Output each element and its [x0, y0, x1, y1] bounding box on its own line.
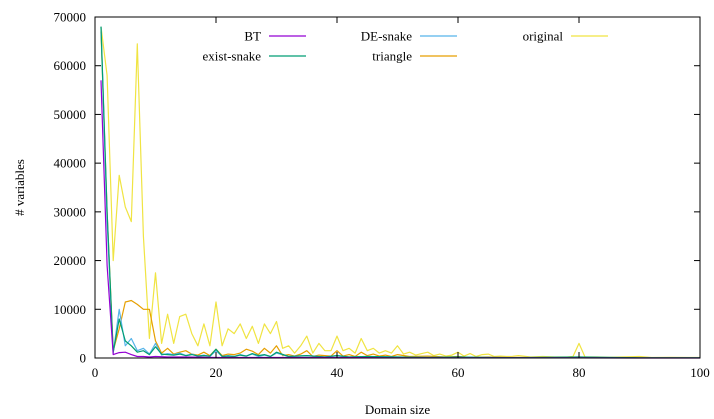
y-tick-label: 40000 — [54, 156, 87, 171]
series-line-triangle — [100, 31, 700, 359]
y-tick-label: 0 — [80, 351, 87, 366]
y-tick-label: 30000 — [54, 204, 87, 219]
y-tick-label: 50000 — [54, 107, 87, 122]
x-tick-label: 100 — [690, 365, 710, 380]
x-tick-label: 0 — [92, 365, 99, 380]
x-tick-label: 40 — [331, 365, 344, 380]
x-tick-label: 80 — [573, 365, 586, 380]
y-tick-label: 70000 — [54, 10, 87, 25]
y-tick-label: 10000 — [54, 302, 87, 317]
legend-label-exist-snake: exist-snake — [203, 49, 262, 64]
series-line-de-snake — [100, 26, 700, 359]
ticks-layer: 0 20 40 60 80 100 0 10000 20000 30000 40000 50000 60… — [54, 10, 710, 381]
plot-frame — [94, 16, 701, 359]
y-axis-label: # variables — [12, 159, 27, 216]
series-line-exist-snake — [100, 26, 700, 359]
legend-label-original: original — [523, 29, 564, 44]
legend-label-de-snake: DE-snake — [361, 29, 412, 44]
legend: BT exist-snake DE-snake triangle original — [203, 29, 608, 64]
x-tick-label: 60 — [452, 365, 465, 380]
x-tick-label: 20 — [210, 365, 223, 380]
series-line-original — [100, 26, 700, 359]
series-line-bt — [100, 80, 700, 359]
legend-label-bt: BT — [244, 29, 261, 44]
y-tick-label: 60000 — [54, 58, 87, 73]
x-axis-label: Domain size — [365, 402, 431, 417]
y-tick-label: 20000 — [54, 253, 87, 268]
legend-label-triangle: triangle — [372, 49, 412, 64]
series-layer — [100, 26, 700, 359]
